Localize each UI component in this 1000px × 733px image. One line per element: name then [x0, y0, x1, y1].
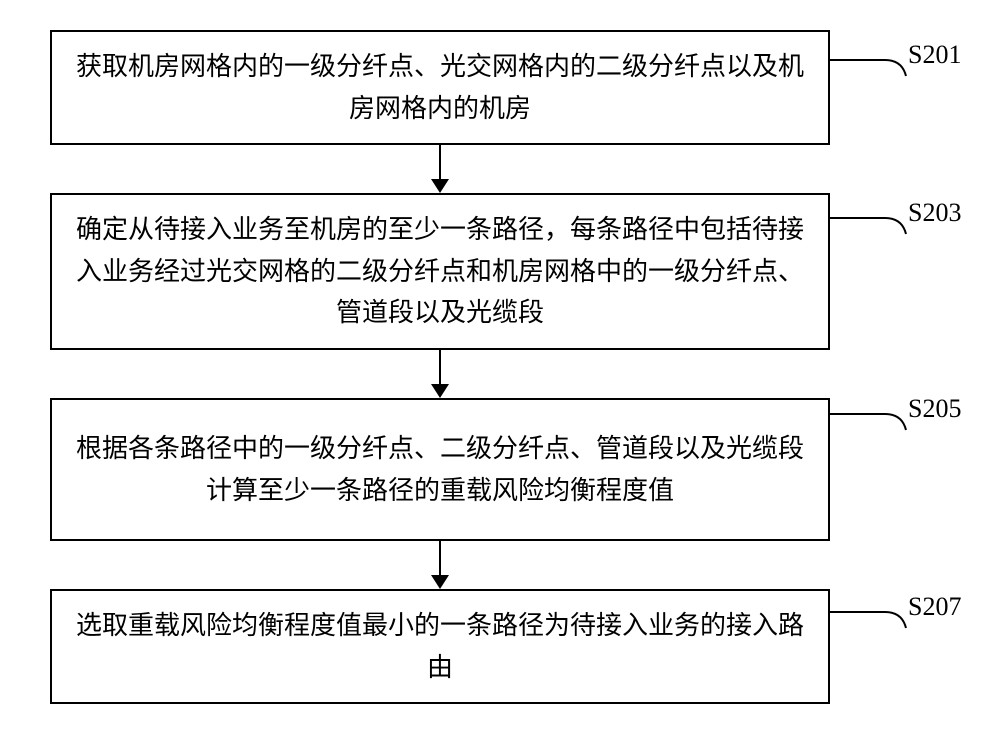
flow-step-box: 根据各条路径中的一级分纤点、二级分纤点、管道段以及光缆段计算至少一条路径的重载风…: [50, 398, 830, 541]
connector-curve-icon: [830, 48, 910, 88]
flow-step-box: 获取机房网格内的一级分纤点、光交网格内的二级分纤点以及机房网格内的机房: [50, 30, 830, 145]
arrow-head-icon: [431, 179, 449, 193]
flow-arrow: [50, 541, 830, 589]
flow-step-text: 获取机房网格内的一级分纤点、光交网格内的二级分纤点以及机房网格内的机房: [72, 46, 808, 129]
flow-step-text: 选取重载风险均衡程度值最小的一条路径为待接入业务的接入路由: [72, 605, 808, 688]
connector-curve-icon: [830, 402, 910, 442]
flow-arrow: [50, 350, 830, 398]
step-label: S203: [908, 198, 961, 228]
arrow-line: [439, 145, 441, 181]
arrow-line: [439, 350, 441, 386]
arrow-head-icon: [431, 384, 449, 398]
flow-step-text: 确定从待接入业务至机房的至少一条路径，每条路径中包括待接入业务经过光交网格的二级…: [72, 209, 808, 334]
flow-arrow: [50, 145, 830, 193]
flowchart-container: 获取机房网格内的一级分纤点、光交网格内的二级分纤点以及机房网格内的机房 确定从待…: [50, 30, 950, 704]
step-label: S201: [908, 40, 961, 70]
flow-step-box: 确定从待接入业务至机房的至少一条路径，每条路径中包括待接入业务经过光交网格的二级…: [50, 193, 830, 350]
step-label: S205: [908, 394, 961, 424]
connector-curve-icon: [830, 206, 910, 246]
connector-curve-icon: [830, 600, 910, 640]
flow-step-box: 选取重载风险均衡程度值最小的一条路径为待接入业务的接入路由: [50, 589, 830, 704]
step-label: S207: [908, 592, 961, 622]
arrow-head-icon: [431, 575, 449, 589]
arrow-line: [439, 541, 441, 577]
flow-step-text: 根据各条路径中的一级分纤点、二级分纤点、管道段以及光缆段计算至少一条路径的重载风…: [72, 428, 808, 511]
